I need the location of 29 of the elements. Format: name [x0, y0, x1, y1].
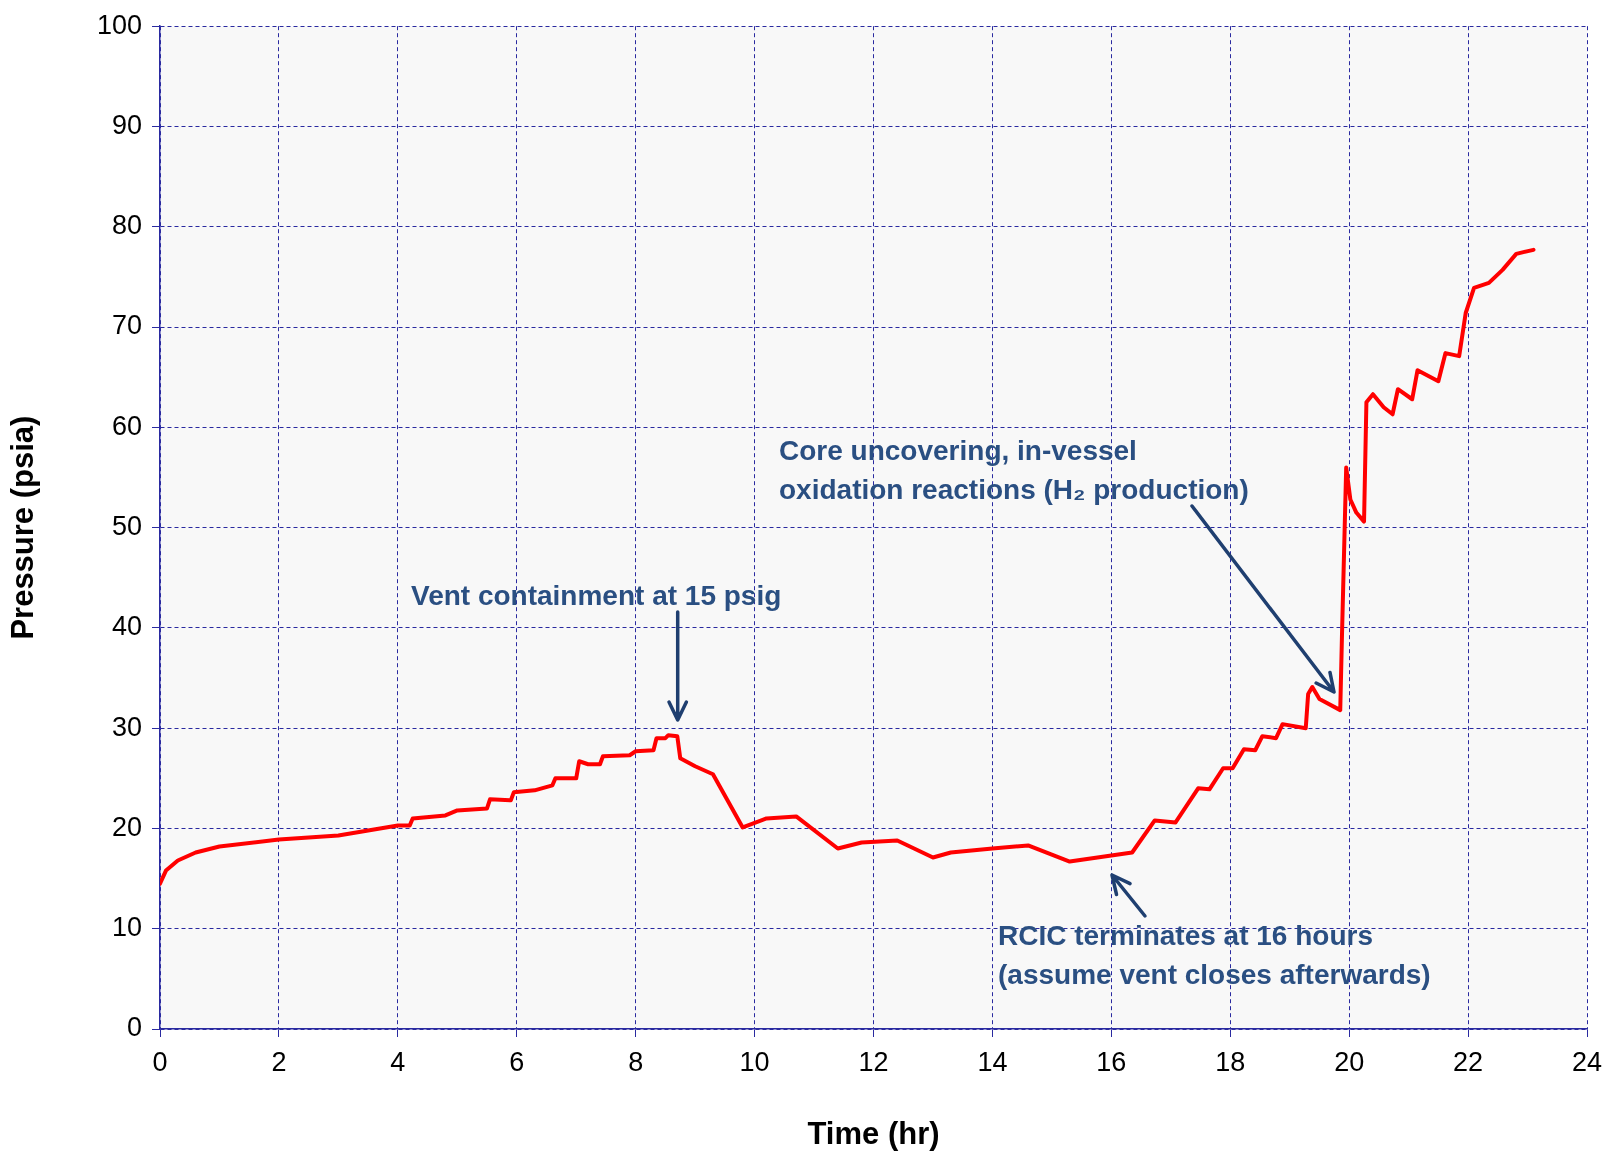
x-tick-label: 10: [739, 1046, 770, 1077]
y-tick-label: 10: [111, 912, 142, 943]
annotation: Core uncovering, in-vessel oxidation reactions (H₂ production): [779, 434, 1249, 505]
y-axis-title: Pressure (psia): [5, 415, 41, 640]
y-tick-label: 0: [126, 1012, 142, 1043]
x-tick-label: 12: [858, 1046, 889, 1077]
y-tick-label: 50: [111, 511, 142, 542]
y-tick-label: 80: [111, 210, 142, 241]
annotation: Vent containment at 15 psig: [411, 579, 782, 611]
x-tick-label: 6: [509, 1046, 525, 1077]
y-tick-label: 60: [111, 410, 142, 441]
x-tick-label: 8: [628, 1046, 644, 1077]
y-tick-label: 90: [111, 109, 142, 140]
x-tick-label: 0: [152, 1046, 168, 1077]
x-tick-label: 22: [1453, 1046, 1484, 1077]
y-tick-label: 30: [111, 711, 142, 742]
x-tick-label: 18: [1215, 1046, 1246, 1077]
y-tick-label: 100: [96, 9, 142, 40]
x-tick-label: 4: [390, 1046, 406, 1077]
annotation: RCIC terminates at 16 hours (assume vent closes afterwards): [998, 919, 1431, 990]
x-axis-title: Time (hr): [807, 1115, 940, 1151]
x-tick-label: 16: [1096, 1046, 1127, 1077]
y-tick-label: 70: [111, 310, 142, 341]
x-tick-label: 24: [1571, 1046, 1603, 1077]
y-tick-label: 40: [111, 611, 142, 642]
x-tick-label: 20: [1334, 1046, 1365, 1077]
x-tick-label: 14: [977, 1046, 1008, 1077]
x-tick-label: 2: [271, 1046, 287, 1077]
y-tick-label: 20: [111, 811, 142, 842]
